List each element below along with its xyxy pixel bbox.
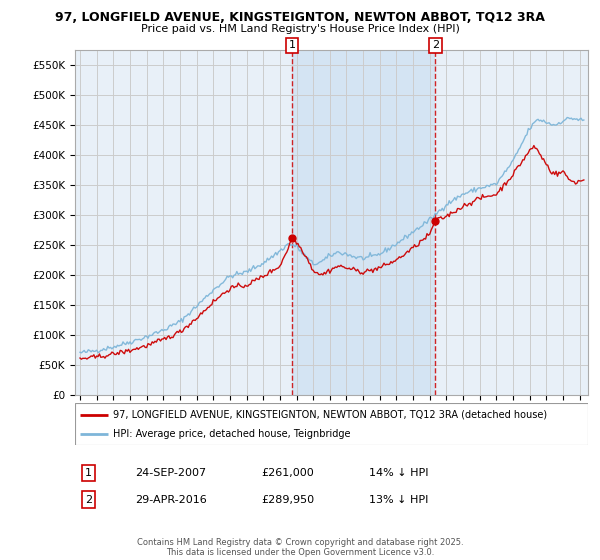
Text: 2: 2	[432, 40, 439, 50]
Text: Contains HM Land Registry data © Crown copyright and database right 2025.
This d: Contains HM Land Registry data © Crown c…	[137, 538, 463, 557]
Text: Price paid vs. HM Land Registry's House Price Index (HPI): Price paid vs. HM Land Registry's House …	[140, 24, 460, 34]
Text: £261,000: £261,000	[261, 468, 314, 478]
Text: 14% ↓ HPI: 14% ↓ HPI	[369, 468, 428, 478]
Text: 13% ↓ HPI: 13% ↓ HPI	[369, 494, 428, 505]
Text: 1: 1	[289, 40, 296, 50]
Text: 2: 2	[85, 494, 92, 505]
Text: 24-SEP-2007: 24-SEP-2007	[135, 468, 206, 478]
Text: 97, LONGFIELD AVENUE, KINGSTEIGNTON, NEWTON ABBOT, TQ12 3RA (detached house): 97, LONGFIELD AVENUE, KINGSTEIGNTON, NEW…	[113, 409, 548, 419]
Text: 97, LONGFIELD AVENUE, KINGSTEIGNTON, NEWTON ABBOT, TQ12 3RA: 97, LONGFIELD AVENUE, KINGSTEIGNTON, NEW…	[55, 11, 545, 24]
Text: HPI: Average price, detached house, Teignbridge: HPI: Average price, detached house, Teig…	[113, 429, 351, 439]
Text: £289,950: £289,950	[261, 494, 314, 505]
Bar	[292, 50, 435, 395]
Text: 29-APR-2016: 29-APR-2016	[135, 494, 207, 505]
Text: 1: 1	[85, 468, 92, 478]
